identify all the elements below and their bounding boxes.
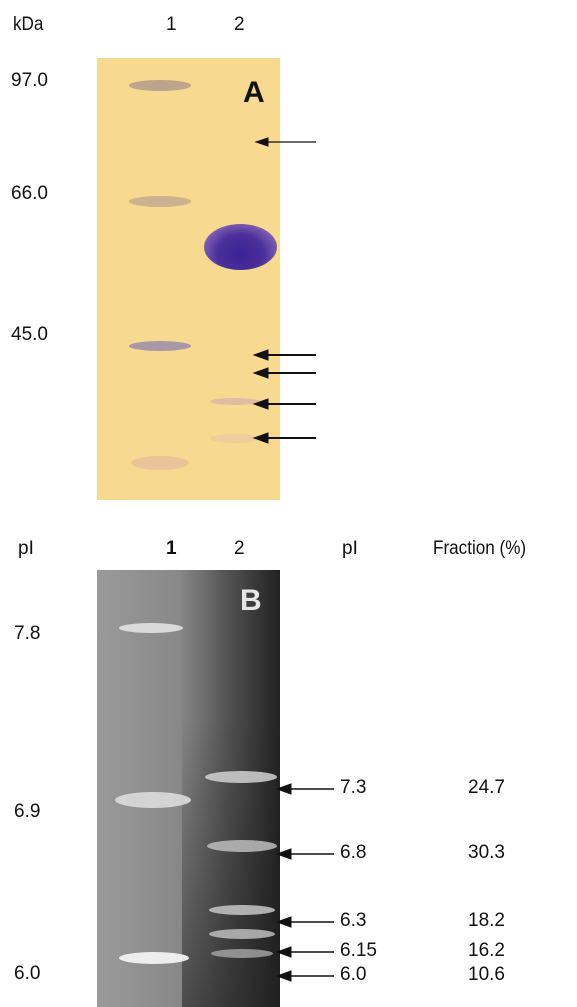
isoform-band-6-15 [209, 929, 275, 939]
protein-faint-band [210, 398, 260, 405]
marker-band-low [131, 456, 189, 470]
isoform-fraction-6-3: 18.2 [468, 910, 505, 931]
arrow-a-1-head [254, 137, 269, 147]
panel-b-pi-right-header: pI [342, 538, 358, 559]
marker-band-45 [129, 341, 191, 351]
kda-header: kDa [13, 14, 44, 35]
sds-page-gel: A [97, 58, 280, 500]
panel-b-lane-1-label: 1 [166, 538, 177, 559]
isoform-pi-7-3: 7.3 [340, 777, 367, 798]
isoform-band-6-3 [209, 905, 275, 915]
standard-pi-6-0: 6.0 [14, 963, 41, 984]
isoform-pi-6-15: 6.15 [340, 940, 377, 961]
panel-b-pi-left-header: pI [18, 538, 34, 559]
arrow-b-6-8-head [275, 848, 292, 860]
isoform-fraction-6-0: 10.6 [468, 964, 505, 985]
marker-97-label: 97.0 [11, 70, 48, 91]
isoform-fraction-6-8: 30.3 [468, 842, 505, 863]
panel-b-letter: B [240, 584, 262, 617]
isoform-fraction-6-15: 16.2 [468, 940, 505, 961]
gel-b-lower-shading [182, 720, 280, 1007]
marker-band-66 [129, 196, 191, 207]
isoform-band-6-8 [207, 840, 277, 852]
panel-a-lane-2-label: 2 [234, 14, 245, 35]
arrow-b-6-15-head [275, 946, 292, 958]
marker-band-97 [129, 80, 191, 91]
fraction-header: Fraction (%) [433, 538, 527, 559]
standard-band-6-0 [119, 952, 189, 964]
standard-band-7-8 [119, 623, 183, 633]
arrow-b-7-3-head [275, 783, 292, 795]
isoform-pi-6-8: 6.8 [340, 842, 367, 863]
standard-band-6-9 [115, 792, 191, 808]
arrow-b-6-3-head [275, 916, 292, 928]
arrow-a-4-head [252, 398, 269, 410]
standard-pi-6-9: 6.9 [14, 801, 41, 822]
panel-a-letter: A [243, 76, 265, 109]
arrow-a-5-head [252, 432, 269, 444]
arrow-b-6-0-head [275, 970, 292, 982]
isoform-pi-6-0: 6.0 [340, 964, 367, 985]
standard-pi-7-8: 7.8 [14, 623, 41, 644]
marker-66-label: 66.0 [11, 183, 48, 204]
protein-faint-band-2 [210, 434, 260, 443]
panel-a-lane-1-label: 1 [166, 14, 177, 35]
ief-gel: B [97, 570, 280, 1007]
protein-main-band [204, 224, 277, 270]
isoform-band-7-3 [205, 771, 277, 783]
panel-b-lane-2-label: 2 [234, 538, 245, 559]
isoform-pi-6-3: 6.3 [340, 910, 367, 931]
arrow-a-2-head [252, 349, 269, 361]
isoform-fraction-7-3: 24.7 [468, 777, 505, 798]
isoform-band-6-0 [211, 949, 273, 958]
marker-45-label: 45.0 [11, 324, 48, 345]
arrow-a-3-head [252, 367, 269, 379]
